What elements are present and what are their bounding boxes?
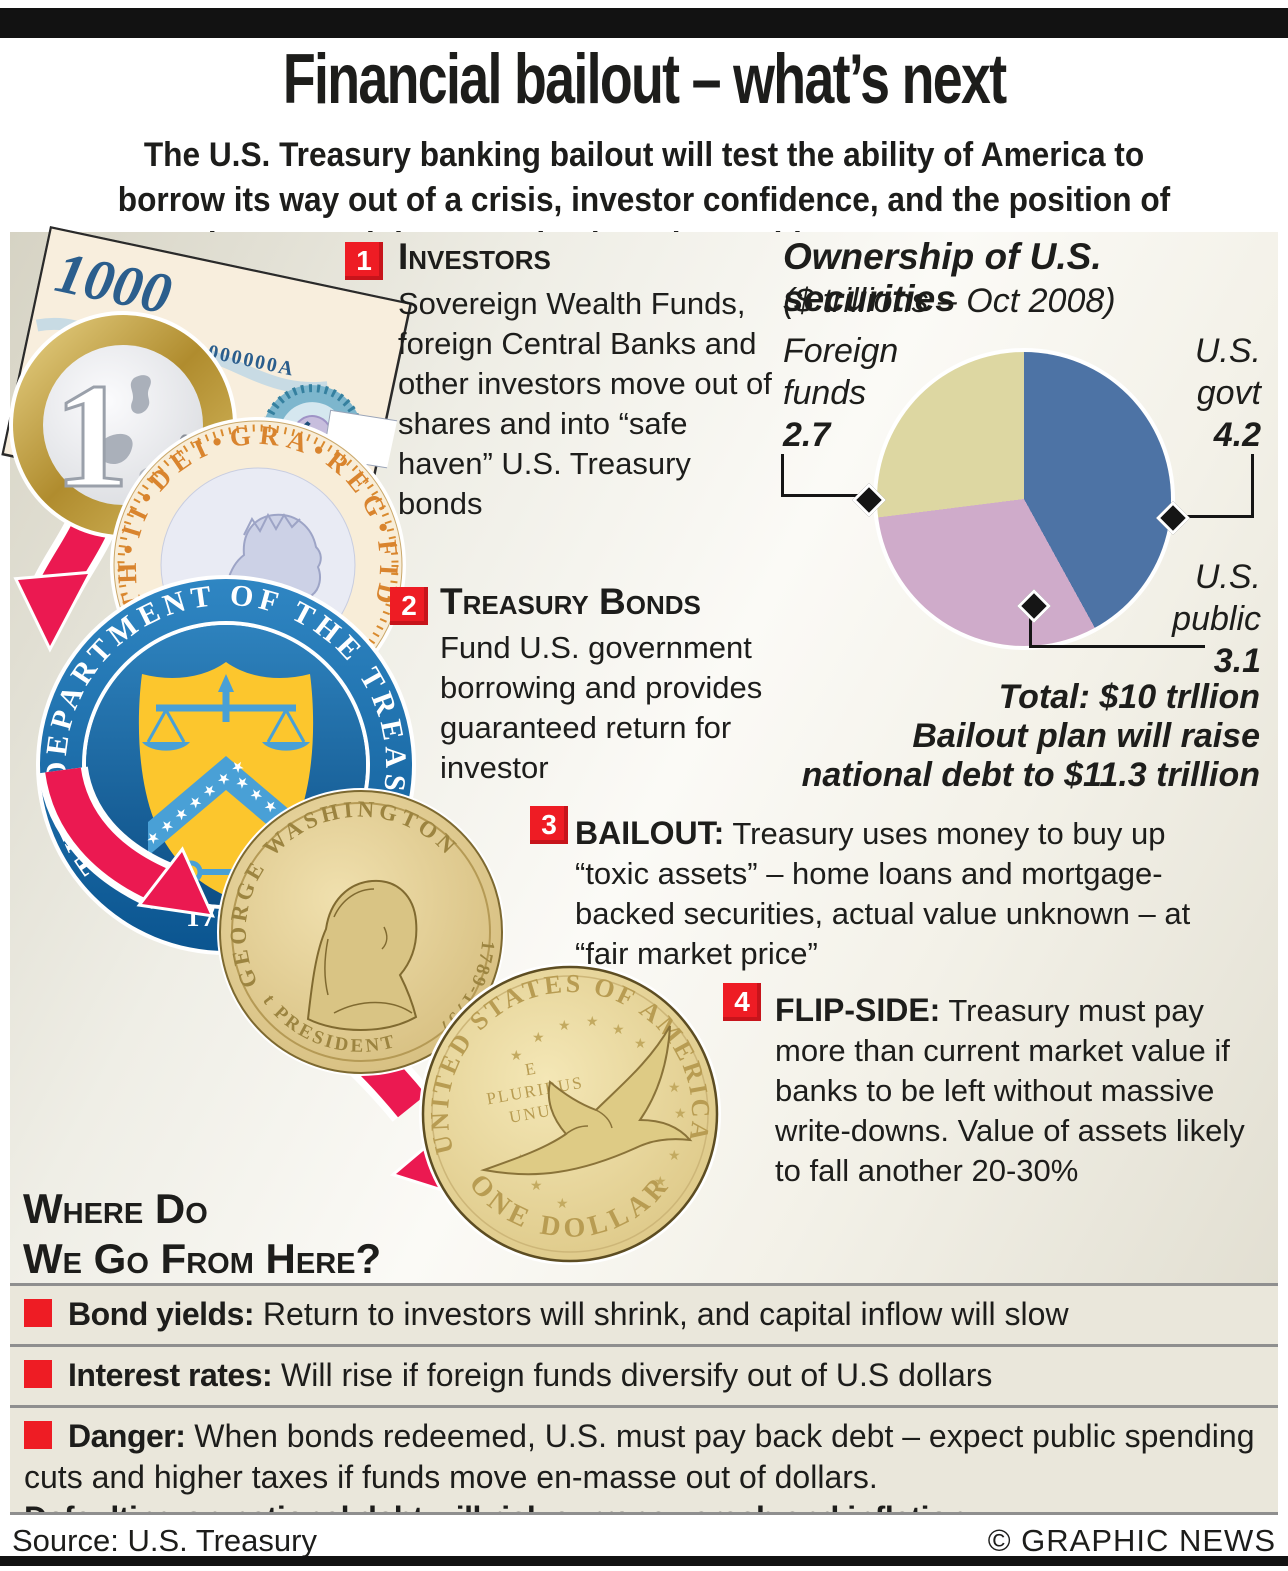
svg-text:THE DEPARTMENT OF THE TREASURY: THE DEPARTMENT OF THE TREASURY [40, 579, 413, 881]
outcome-rows: Bond yields: Return to investors will sh… [10, 1283, 1278, 1548]
svg-text:★: ★ [586, 1015, 599, 1030]
callout-us-public: U.S. public 3.1 [1172, 558, 1261, 680]
svg-text:★: ★ [634, 1037, 647, 1052]
svg-text:ONE DOLLAR: ONE DOLLAR [463, 1168, 677, 1244]
page-title-text: Financial bailout – what’s next [282, 39, 1007, 119]
footer: Source: U.S. Treasury © GRAPHIC NEWS [10, 1512, 1278, 1558]
page-title: Financial bailout – what’s next [0, 38, 1288, 118]
step-3-label: BAILOUT: [575, 815, 725, 851]
svg-text:★: ★ [558, 1019, 571, 1034]
svg-text:★★★★★★★: ★★★★★★★ [143, 754, 252, 849]
euro-value: 1 [54, 353, 129, 519]
step-2-badge: 2 [390, 587, 428, 625]
where-heading: Where Do We Go From Here? [23, 1185, 382, 1282]
outcome-interest-rates: Interest rates: Will rise if foreign fun… [10, 1344, 1278, 1405]
svg-text:★: ★ [514, 1153, 527, 1168]
svg-text:EURO: EURO [6, 308, 209, 498]
pound-coin-illustration: TH•II•DEI•GRA•REG•FID [110, 417, 406, 713]
seal-shield [138, 662, 314, 896]
us-govt-value: 4.2 [1213, 416, 1261, 454]
banknote-denomination: 1000 [50, 239, 177, 327]
svg-text:★: ★ [668, 1081, 681, 1096]
source-credit: Source: U.S. Treasury [12, 1523, 317, 1558]
seal-scales [142, 674, 310, 751]
main-panel: 合 1000 AA000000A [1, 226, 1278, 1283]
us-public-value: 3.1 [1213, 642, 1261, 680]
svg-text:GEORGE WASHINGTON: GEORGE WASHINGTON [226, 796, 464, 991]
chart-subtitle: ($ trillions – Oct 2008) [783, 282, 1116, 320]
step-1-badge: 1 [345, 242, 383, 280]
red-square-bullet-icon [24, 1360, 52, 1388]
dollar-stars: ★★★ ★★★ ★★★ ★★ ★★★ [510, 1015, 687, 1212]
seal-legend: THE DEPARTMENT OF THE TREASURY [40, 579, 408, 881]
svg-text:★: ★ [612, 1023, 625, 1038]
brand-credit: © GRAPHIC NEWS [987, 1523, 1276, 1558]
chart-total-note: Total: $10 trllion Bailout plan will rai… [801, 678, 1260, 794]
top-black-bar [0, 8, 1288, 38]
euro-coin-illustration: EURO 1 [6, 308, 237, 539]
svg-text:★: ★ [654, 1057, 667, 1072]
pound-legend: TH•II•DEI•GRA•REG•FID [112, 420, 398, 614]
bottom-black-bar [0, 1556, 1288, 1566]
step-4-badge: 4 [723, 983, 761, 1021]
outcome-bond-yields: Bond yields: Return to investors will sh… [10, 1283, 1278, 1344]
treasury-seal-illustration: THE DEPARTMENT OF THE TREASURY ★★★★★★★ ★… [36, 575, 416, 955]
svg-text:★★★★★★: ★★★★★★ [231, 773, 326, 856]
washington-portrait [306, 879, 418, 1031]
svg-text:TH•II•DEI•GRA•REG•FID: TH•II•DEI•GRA•REG•FID [112, 420, 405, 614]
svg-text:E: E [523, 1058, 539, 1079]
washington-name: GEORGE WASHINGTON [226, 796, 460, 991]
seal-chevron [148, 756, 304, 856]
step-3-text: BAILOUT: Treasury uses money to buy up “… [575, 815, 1191, 971]
callout-foreign-funds: Foreign funds 2.7 [783, 332, 899, 454]
svg-text:1st PRESIDENT: 1st PRESIDENT [216, 787, 399, 1057]
step-2-text: Fund U.S. government borrowing and provi… [440, 630, 763, 785]
svg-text:PLURIBUS: PLURIBUS [485, 1073, 585, 1109]
svg-text:★: ★ [510, 1049, 523, 1064]
red-square-bullet-icon [24, 1421, 52, 1449]
svg-text:UNITED STATES OF AMERICA: UNITED STATES OF AMERICA [425, 969, 716, 1157]
foreign-funds-value: 2.7 [783, 416, 831, 454]
dollar-denomination: ONE DOLLAR [463, 1168, 672, 1244]
svg-text:★: ★ [556, 1197, 569, 1212]
dollar-motto: E PLURIBUS UNUM [485, 1058, 585, 1127]
svg-text:★: ★ [674, 1107, 687, 1122]
svg-text:★: ★ [530, 1179, 543, 1194]
step-2-heading: Treasury Bonds [440, 581, 701, 622]
dollar-coin-illustration: UNITED STATES OF AMERICA ONE DOLLAR E PL… [419, 963, 721, 1265]
queen-profile [223, 513, 322, 632]
seal-year: 1789 [186, 902, 248, 932]
callout-us-govt: U.S. govt 4.2 [1194, 332, 1261, 454]
banknote-rosette [262, 385, 363, 486]
washington-coin-illustration: GEORGE WASHINGTON 1st PRESIDENT 1789-179… [216, 787, 505, 1076]
svg-text:★: ★ [654, 1175, 667, 1190]
washington-title: 1st PRESIDENT [216, 787, 396, 1057]
step-3-badge: 3 [530, 806, 568, 844]
svg-text:1789-1797: 1789-1797 [434, 940, 499, 1039]
svg-text:★: ★ [668, 1149, 681, 1164]
dollar-legend: UNITED STATES OF AMERICA [425, 969, 713, 1157]
banknote-kanji: 合 [278, 416, 326, 468]
red-square-bullet-icon [24, 1299, 52, 1327]
svg-text:UNUM: UNUM [508, 1098, 570, 1127]
chart-title: Ownership of U.S. securities [783, 236, 1102, 319]
euro-word: EURO [6, 308, 205, 498]
step-4-label: FLIP-SIDE: [775, 992, 941, 1028]
svg-text:★: ★ [532, 1031, 545, 1046]
eagle-figure [480, 1025, 693, 1176]
step-1-text: Sovereign Wealth Funds, foreign Central … [398, 286, 772, 521]
step-1-heading: Investors [398, 236, 551, 277]
pie-chart [877, 352, 1171, 646]
banknote-serial: AA000000A [174, 334, 297, 381]
seal-key [179, 860, 264, 886]
washington-years: 1789-1797 [434, 940, 497, 1039]
step-4-text: FLIP-SIDE: Treasury must pay more than c… [775, 992, 1245, 1188]
